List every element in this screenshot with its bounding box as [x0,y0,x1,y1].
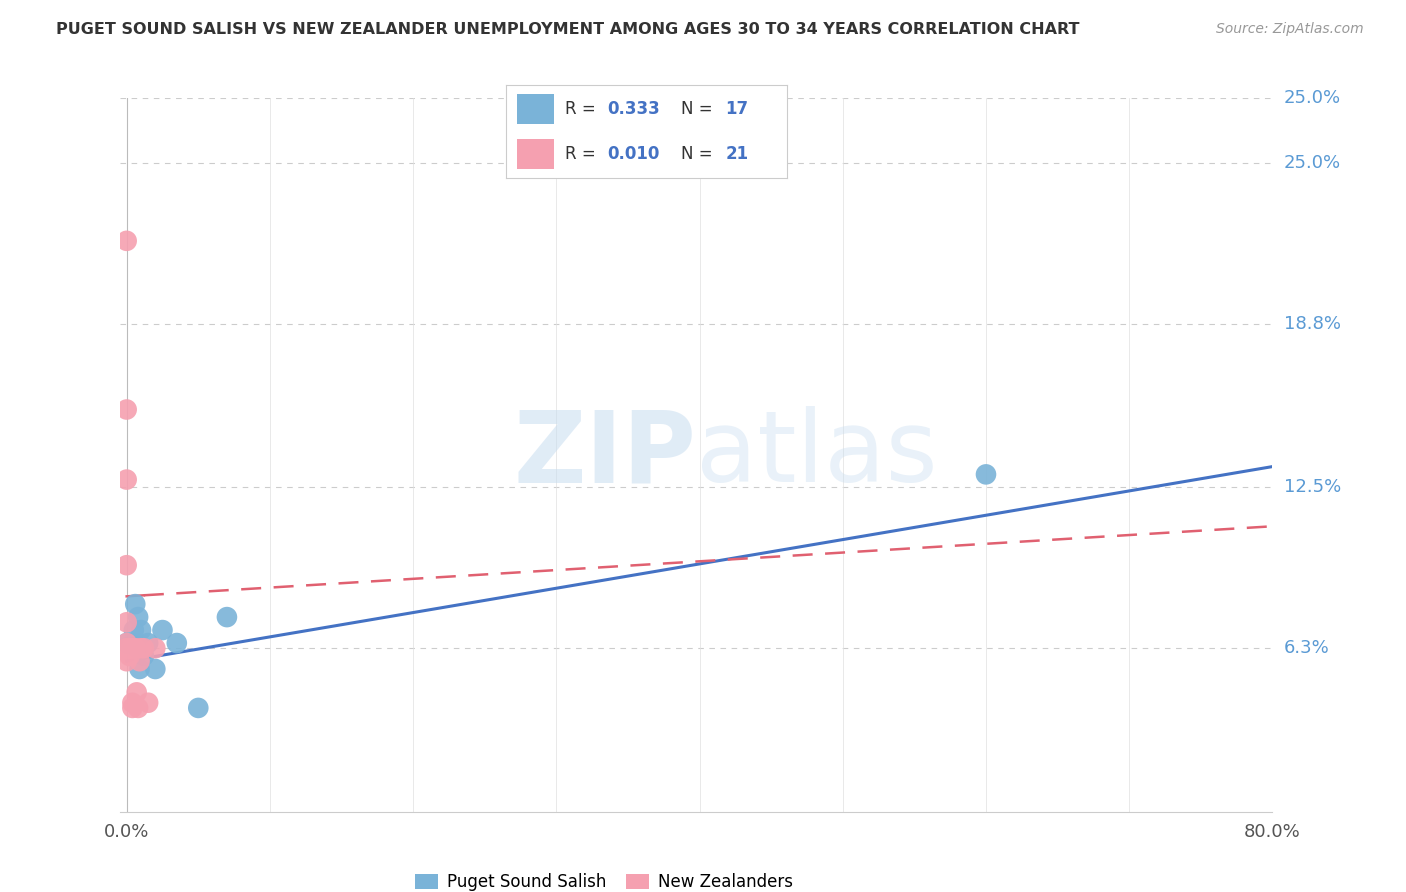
Text: 25.0%: 25.0% [1284,154,1341,172]
Point [143,641,166,656]
Point [122,641,145,656]
Point [115,234,138,248]
Text: R =: R = [565,100,602,118]
Point [120,641,142,656]
Point [128,654,150,668]
Text: 21: 21 [725,145,748,163]
Point [121,636,143,650]
Point [115,641,138,656]
Point [124,597,146,611]
Text: atlas: atlas [696,407,938,503]
Point [115,636,138,650]
Point [118,648,141,663]
Bar [517,95,554,124]
Text: N =: N = [681,100,717,118]
Point [128,662,150,676]
Point [166,636,188,650]
Point [187,701,209,715]
Point [127,701,149,715]
Point [132,648,155,663]
Point [215,610,238,624]
Text: R =: R = [565,145,602,163]
Point [121,701,143,715]
Point [127,641,149,656]
Point [124,641,146,656]
Point [115,558,138,573]
Point [125,636,148,650]
Point [974,467,997,482]
Point [115,636,138,650]
Text: 18.8%: 18.8% [1284,315,1341,333]
Point [132,641,155,656]
Point [115,615,138,630]
Point [122,623,145,637]
Text: Source: ZipAtlas.com: Source: ZipAtlas.com [1216,22,1364,37]
Point [115,473,138,487]
Point [115,654,138,668]
Text: ZIP: ZIP [513,407,696,503]
Point [125,685,148,699]
Text: 0.010: 0.010 [607,145,659,163]
Point [143,662,166,676]
Text: N =: N = [681,145,717,163]
Text: 12.5%: 12.5% [1284,478,1341,496]
Legend: Puget Sound Salish, New Zealanders: Puget Sound Salish, New Zealanders [408,866,799,892]
Point [115,402,138,417]
Point [129,623,152,637]
Point [121,696,143,710]
Text: 0.333: 0.333 [607,100,661,118]
Point [127,610,149,624]
Point [136,696,159,710]
Text: 6.3%: 6.3% [1284,640,1330,657]
Bar [517,139,554,169]
Point [129,641,152,656]
Point [136,636,159,650]
Text: PUGET SOUND SALISH VS NEW ZEALANDER UNEMPLOYMENT AMONG AGES 30 TO 34 YEARS CORRE: PUGET SOUND SALISH VS NEW ZEALANDER UNEM… [56,22,1080,37]
Point [152,623,174,637]
Text: 17: 17 [725,100,748,118]
Text: 25.0%: 25.0% [1284,89,1341,107]
